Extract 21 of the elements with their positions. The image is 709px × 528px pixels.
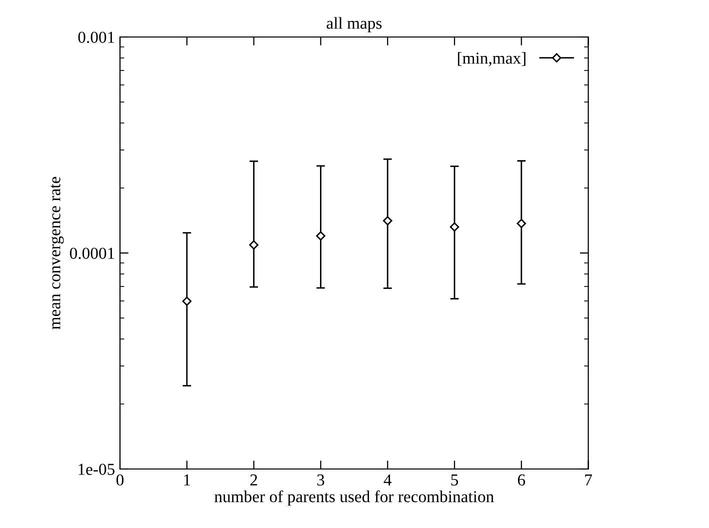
y-tick-label: 1e-05: [78, 464, 114, 475]
point: [316, 231, 326, 241]
x-tick-label: 7: [585, 474, 592, 486]
x-tick-label: 2: [250, 474, 258, 486]
legend-label: [min,max]: [458, 52, 526, 66]
y-tick-label: 0.0001: [70, 248, 114, 260]
point: [516, 218, 526, 228]
y-axis-title: mean convergence rate: [50, 176, 64, 330]
point: [382, 216, 392, 226]
x-tick-label: 6: [518, 474, 526, 486]
x-tick-label: 0: [116, 474, 124, 486]
y-tick-label: 0.001: [78, 32, 114, 44]
point: [450, 222, 460, 232]
chart-title: all maps: [326, 17, 382, 32]
point: [249, 240, 258, 250]
x-tick-label: 3: [317, 474, 324, 486]
x-tick-label: 1: [184, 474, 190, 486]
x-axis-title: number of parents used for recombination: [214, 490, 494, 506]
x-tick-label: 5: [451, 474, 458, 486]
point: [182, 296, 192, 306]
x-tick-label: 4: [384, 474, 392, 486]
